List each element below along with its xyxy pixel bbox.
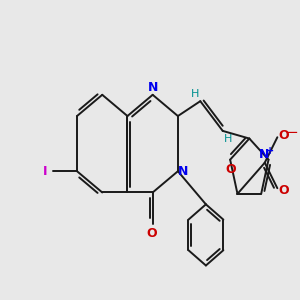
Text: O: O: [225, 163, 236, 176]
Text: O: O: [278, 129, 289, 142]
Text: N: N: [148, 81, 158, 94]
Text: H: H: [224, 134, 232, 143]
Text: N: N: [259, 148, 269, 161]
Text: −: −: [285, 125, 298, 140]
Text: O: O: [278, 184, 289, 197]
Text: O: O: [147, 227, 158, 240]
Text: I: I: [43, 165, 47, 178]
Text: +: +: [266, 146, 274, 156]
Text: H: H: [191, 88, 200, 98]
Text: N: N: [178, 165, 188, 178]
